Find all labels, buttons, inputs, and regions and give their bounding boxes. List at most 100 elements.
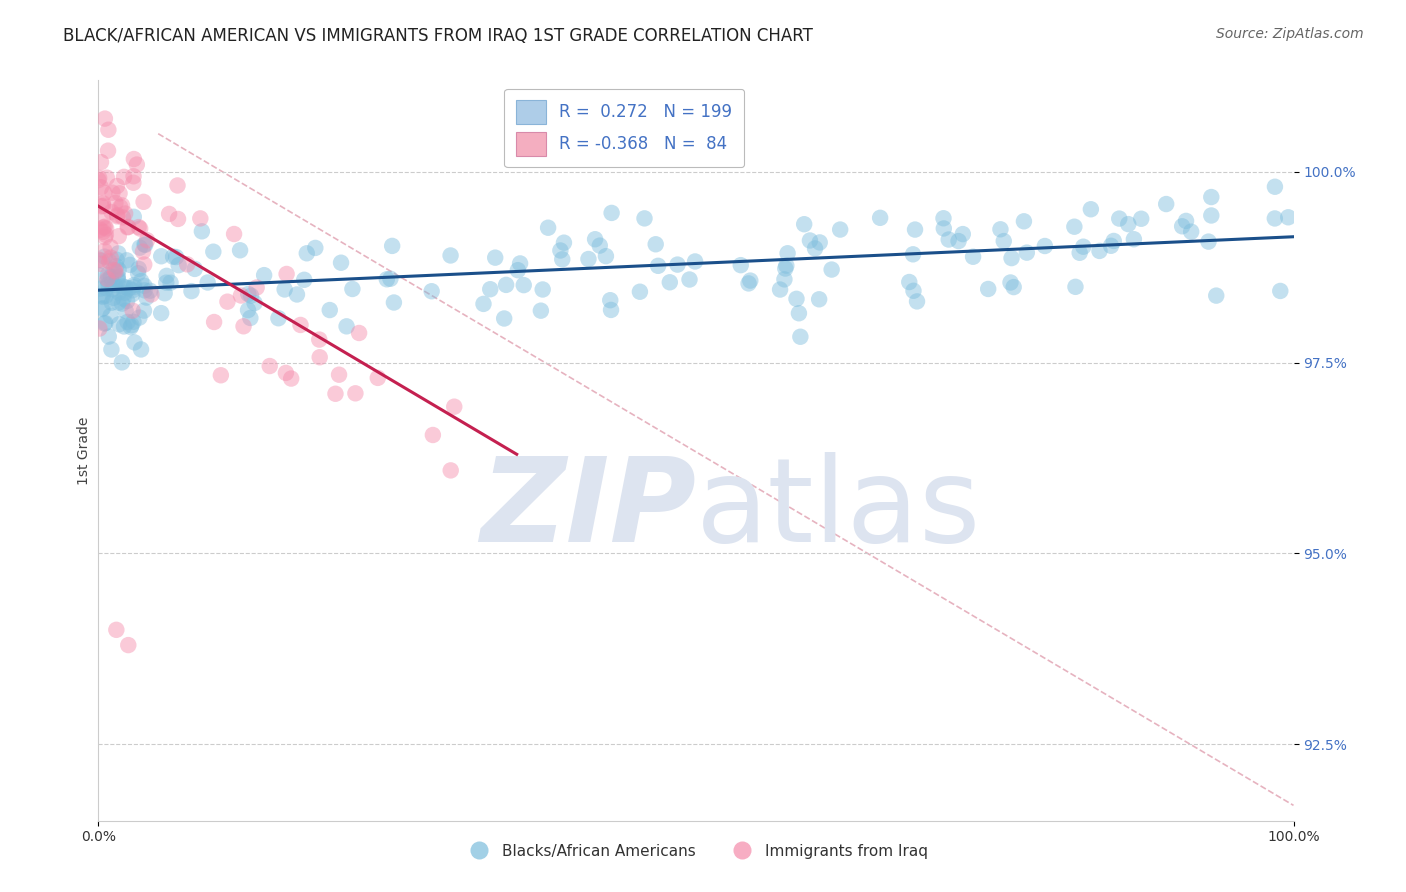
Point <box>93 250 115 264</box>
Point <box>479 282 502 296</box>
Point <box>118 258 141 272</box>
Point <box>122 278 145 293</box>
Point <box>101 282 124 296</box>
Point <box>101 277 124 291</box>
Point <box>647 259 669 273</box>
Point <box>1198 235 1220 249</box>
Point <box>117 638 139 652</box>
Point <box>87 173 110 187</box>
Point <box>328 368 350 382</box>
Point <box>104 264 127 278</box>
Point <box>157 207 180 221</box>
Point <box>91 199 114 213</box>
Text: ZIP: ZIP <box>479 452 696 567</box>
Point <box>578 252 600 266</box>
Point <box>550 244 572 258</box>
Point <box>342 282 364 296</box>
Point <box>512 278 534 293</box>
Point <box>217 294 239 309</box>
Point <box>94 227 117 242</box>
Point <box>103 262 125 277</box>
Point <box>267 311 290 326</box>
Point <box>128 261 150 276</box>
Point <box>658 275 681 289</box>
Point <box>443 400 465 414</box>
Point <box>183 261 205 276</box>
Point <box>666 258 689 272</box>
Text: BLACK/AFRICAN AMERICAN VS IMMIGRANTS FROM IRAQ 1ST GRADE CORRELATION CHART: BLACK/AFRICAN AMERICAN VS IMMIGRANTS FRO… <box>63 27 813 45</box>
Point <box>740 274 762 288</box>
Point <box>94 289 117 303</box>
Point <box>105 252 128 267</box>
Point <box>1116 217 1139 231</box>
Point <box>375 272 398 286</box>
Point <box>335 319 357 334</box>
Point <box>93 186 115 200</box>
Point <box>1071 240 1094 254</box>
Point <box>191 224 214 238</box>
Point <box>91 211 114 225</box>
Point <box>209 368 232 383</box>
Point <box>1088 244 1111 258</box>
Point <box>1064 280 1087 294</box>
Point <box>600 206 623 220</box>
Point <box>776 246 799 260</box>
Point <box>1000 251 1022 265</box>
Point <box>439 248 461 262</box>
Point <box>898 275 921 289</box>
Point <box>114 303 136 318</box>
Point <box>730 258 752 272</box>
Point <box>280 371 302 385</box>
Point <box>153 286 176 301</box>
Point <box>134 237 156 252</box>
Point <box>90 257 112 271</box>
Point <box>98 254 121 268</box>
Point <box>243 296 266 310</box>
Point <box>1130 211 1153 226</box>
Point <box>122 210 145 224</box>
Point <box>117 219 139 234</box>
Y-axis label: 1st Grade: 1st Grade <box>77 417 91 484</box>
Point <box>111 279 134 293</box>
Point <box>121 283 143 297</box>
Point <box>599 293 621 308</box>
Point <box>115 293 138 308</box>
Point <box>117 315 139 329</box>
Point <box>111 296 134 310</box>
Point <box>155 276 177 290</box>
Point <box>101 186 124 200</box>
Point <box>114 280 136 294</box>
Point <box>304 241 326 255</box>
Point <box>139 284 162 298</box>
Point <box>100 205 122 219</box>
Point <box>125 157 148 171</box>
Point <box>93 317 115 331</box>
Point <box>107 295 129 310</box>
Point <box>122 315 145 329</box>
Point <box>494 311 516 326</box>
Point <box>180 284 202 298</box>
Point <box>94 221 117 235</box>
Point <box>134 258 156 272</box>
Point <box>775 261 797 276</box>
Point <box>506 263 529 277</box>
Point <box>495 277 517 292</box>
Point <box>134 237 156 252</box>
Point <box>308 333 330 347</box>
Point <box>91 288 114 302</box>
Point <box>1108 211 1130 226</box>
Point <box>176 257 198 271</box>
Point <box>789 330 811 344</box>
Point <box>132 244 155 259</box>
Point <box>903 284 925 298</box>
Point <box>108 285 131 300</box>
Point <box>1080 202 1102 217</box>
Point <box>89 252 111 267</box>
Point <box>253 268 276 282</box>
Point <box>509 256 531 270</box>
Point <box>319 303 342 318</box>
Point <box>132 194 155 209</box>
Point <box>229 288 252 302</box>
Point <box>122 176 145 190</box>
Point <box>110 200 132 214</box>
